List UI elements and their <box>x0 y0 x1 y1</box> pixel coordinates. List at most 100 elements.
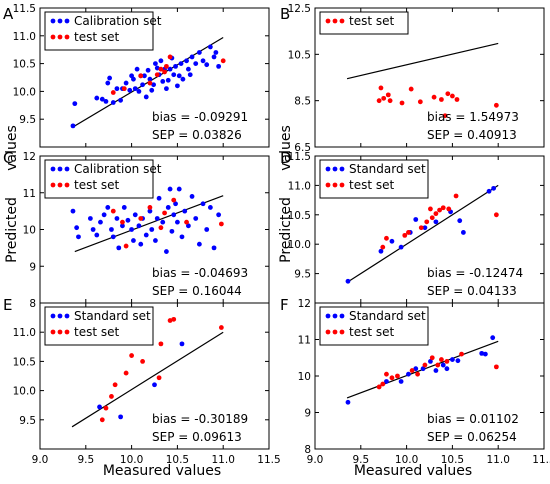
panel-c-legend-marker <box>50 182 56 188</box>
panel-b-point-test <box>439 97 444 102</box>
panel-f-legend-marker <box>339 329 345 335</box>
panel-e-point-test <box>156 375 162 381</box>
panel-f-point-reference <box>490 335 496 341</box>
panel-e-point-test <box>140 359 145 364</box>
panel-b-point-test <box>381 95 387 101</box>
panel-a-point-reference <box>165 77 171 83</box>
panel-c-point-reference <box>204 227 210 232</box>
panel-a-point-reference <box>118 97 124 103</box>
panel-b-sep: SEP = 0.40913 <box>427 128 517 142</box>
panel-c-point-reference <box>147 208 153 214</box>
panel-a-point-reference <box>164 86 169 92</box>
panel-e-point-reference <box>152 382 157 388</box>
y-axis-label-left-line2: values <box>4 125 20 171</box>
panel-c-point-reference <box>74 225 80 231</box>
panel-c-bias: bias = -0.04693 <box>152 266 248 280</box>
panel-b-legend-marker <box>325 18 331 24</box>
panel-f-ytick-label: 9 <box>304 408 311 420</box>
panel-d-point-test <box>424 219 430 225</box>
panel-e-ytick-label: 10.0 <box>13 386 36 398</box>
panel-d-fit-line <box>346 184 499 283</box>
panel-c-point-test <box>147 205 153 210</box>
panel-a-ytick-label: 10.5 <box>13 59 36 71</box>
panel-c-point-reference <box>179 234 185 240</box>
panel-f-point-reference <box>482 351 488 357</box>
panel-e-point-test <box>171 316 177 322</box>
panel-a-legend-marker <box>64 34 70 40</box>
panel-a-ytick-label: 9.5 <box>19 114 36 126</box>
panel-f-xtick-label: 11.0 <box>487 454 510 466</box>
panel-c-point-reference <box>156 195 162 201</box>
panel-f-xtick-label: 9.5 <box>352 454 369 466</box>
panel-a-point-reference <box>211 54 217 60</box>
panel-f-sep: SEP = 0.06254 <box>427 430 517 444</box>
panel-c-point-reference <box>176 186 182 192</box>
panel-f-letter: F <box>280 296 289 314</box>
panel-a-legend-marker <box>57 18 63 24</box>
panel-b-point-test <box>454 97 460 102</box>
panel-f-point-reference <box>479 350 485 356</box>
panel-d-point-test <box>406 230 411 235</box>
panel-f-point-reference <box>384 379 389 384</box>
panel-d-point-test <box>380 244 386 250</box>
panel-d-ytick-label: 10.0 <box>288 239 311 251</box>
panel-a-point-reference <box>134 66 140 72</box>
panel-a-legend-marker <box>57 34 63 40</box>
y-axis-label-right-line1: Predicted <box>278 197 294 263</box>
panel-c-point-reference <box>200 201 206 207</box>
panel-a-point-reference <box>154 65 160 71</box>
panel-a-point-reference <box>99 96 105 102</box>
panel-c-point-reference <box>129 227 135 232</box>
panel-a-point-reference <box>94 95 100 101</box>
panel-f-point-reference <box>413 366 419 372</box>
panel-d-legend-marker <box>325 182 331 188</box>
panel-c-ytick-label: 10 <box>23 225 36 237</box>
panel-d-point-test <box>418 225 424 231</box>
panel-a-point-test <box>121 86 127 92</box>
panel-f-point-reference <box>428 359 433 364</box>
panel-b-letter: B <box>280 5 290 23</box>
panel-e-xtick-label: 9.5 <box>77 454 94 466</box>
panel-a-point-reference <box>158 58 164 64</box>
panel-a-point-reference <box>143 94 149 100</box>
panel-c-point-reference <box>125 217 131 223</box>
panel-c-ytick-label: 12 <box>23 151 36 163</box>
panel-c-point-reference <box>116 245 122 251</box>
panel-a-point-reference <box>207 44 213 50</box>
panel-d-point-reference <box>413 217 419 222</box>
panel-b-frame <box>314 7 545 148</box>
panel-c-point-reference <box>171 212 177 218</box>
panel-c-point-reference <box>154 216 160 221</box>
panel-a-ytick-label: 11.0 <box>13 31 36 43</box>
panel-a-point-reference <box>127 87 133 93</box>
panel-a-point-reference <box>176 73 182 79</box>
panel-a-point-reference <box>72 101 78 107</box>
panel-e-xtick-label: 10.0 <box>120 454 143 466</box>
panel-a-frame <box>39 7 270 148</box>
panel-b-point-test <box>387 98 393 104</box>
panel-c-point-reference <box>160 219 166 225</box>
panel-c-point-reference <box>76 234 81 240</box>
panel-c-point-reference <box>121 205 127 210</box>
panel-f-point-test <box>389 375 395 381</box>
panel-a-legend-label: test set <box>74 30 119 44</box>
panel-b-point-test <box>378 85 384 91</box>
panel-a-point-reference <box>147 76 153 82</box>
panel-a-point-reference <box>131 76 136 82</box>
panel-e-xtick-label: 9.0 <box>32 454 49 466</box>
panel-f-point-reference <box>450 357 455 362</box>
panel-f-point-test <box>415 371 420 377</box>
panel-e-ytick-label: 11.0 <box>13 327 36 339</box>
panel-f-point-test <box>439 357 444 362</box>
panel-b-ytick-label: 8.5 <box>294 96 311 108</box>
panel-a-point-reference <box>185 66 191 72</box>
panel-e-point-reference <box>118 414 124 420</box>
panel-d-point-reference <box>398 244 404 250</box>
panel-d-bias: bias = -0.12474 <box>427 266 523 280</box>
panel-c-point-reference <box>167 186 173 192</box>
panel-c-point-test <box>171 197 177 203</box>
panel-a-point-reference <box>204 62 210 68</box>
panel-f-legend-marker <box>325 329 331 335</box>
panel-d-legend-marker <box>332 166 338 172</box>
panel-f-point-test <box>384 371 389 377</box>
